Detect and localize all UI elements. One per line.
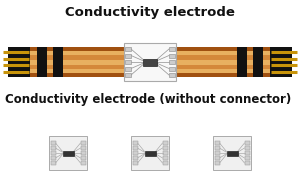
Bar	[124, 43, 176, 81]
Bar	[169, 60, 175, 64]
Bar	[8, 51, 292, 55]
Bar	[8, 69, 292, 73]
Bar	[80, 156, 86, 160]
Bar	[80, 141, 86, 145]
Bar	[53, 47, 63, 77]
Bar	[80, 161, 86, 165]
Bar	[8, 47, 30, 77]
Bar	[169, 66, 175, 71]
Bar	[214, 141, 220, 145]
Bar	[244, 151, 250, 155]
Bar	[125, 73, 131, 77]
Bar	[163, 161, 167, 165]
Bar	[80, 146, 86, 150]
Bar	[8, 60, 292, 64]
Bar	[8, 55, 292, 60]
Bar	[133, 151, 137, 155]
Bar	[169, 47, 175, 51]
Bar	[50, 141, 56, 145]
Bar	[244, 146, 250, 150]
Bar	[50, 156, 56, 160]
Bar	[37, 47, 47, 77]
Bar	[163, 151, 167, 155]
Bar	[169, 53, 175, 57]
Bar	[253, 47, 263, 77]
Bar	[213, 136, 251, 170]
Bar	[244, 141, 250, 145]
Bar	[49, 136, 87, 170]
Bar	[8, 47, 292, 51]
Bar	[226, 150, 238, 156]
Bar	[143, 58, 157, 66]
Bar	[50, 146, 56, 150]
Bar	[244, 156, 250, 160]
Bar	[145, 150, 155, 156]
Bar	[244, 161, 250, 165]
Bar	[133, 156, 137, 160]
Bar	[8, 64, 292, 69]
Bar	[237, 47, 247, 77]
Bar	[214, 161, 220, 165]
Bar	[80, 151, 86, 155]
Bar	[50, 151, 56, 155]
Bar	[125, 47, 131, 51]
Bar	[125, 60, 131, 64]
Text: Conductivity electrode: Conductivity electrode	[65, 6, 235, 19]
Bar	[163, 141, 167, 145]
Bar	[163, 146, 167, 150]
Text: Conductivity electrode (without connector): Conductivity electrode (without connecto…	[5, 93, 291, 106]
Bar	[8, 73, 292, 77]
Bar	[163, 156, 167, 160]
Bar	[125, 53, 131, 57]
Bar	[50, 161, 56, 165]
Bar	[214, 156, 220, 160]
Bar	[214, 146, 220, 150]
Bar	[133, 146, 137, 150]
Bar	[8, 47, 292, 77]
Bar	[133, 161, 137, 165]
Bar	[62, 150, 74, 156]
Bar	[131, 136, 169, 170]
Bar	[133, 141, 137, 145]
Bar	[169, 73, 175, 77]
Bar	[125, 66, 131, 71]
Bar	[270, 47, 292, 77]
Bar	[214, 151, 220, 155]
